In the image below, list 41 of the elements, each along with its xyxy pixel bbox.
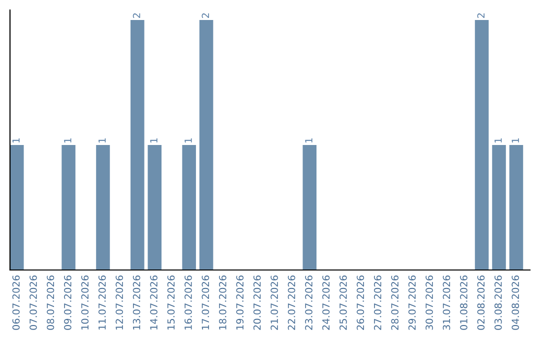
- x-tick-label: 11.07.2026: [98, 275, 106, 330]
- data-label: 1: [150, 138, 158, 143]
- x-tick-label: 20.07.2026: [253, 275, 261, 330]
- x-tick-label: 30.07.2026: [426, 275, 433, 330]
- x-tick-label: 26.07.2026: [356, 275, 364, 330]
- x-tick-label: 10.07.2026: [81, 275, 89, 330]
- data-label: 2: [132, 13, 140, 18]
- x-tick-label: 28.07.2026: [391, 275, 399, 330]
- data-label: 1: [64, 138, 72, 143]
- x-tick-label: 02.08.2026: [477, 275, 485, 330]
- x-tick-label: 06.07.2026: [12, 275, 20, 330]
- data-label: 1: [12, 138, 20, 143]
- x-tick-label: 13.07.2026: [132, 275, 140, 330]
- data-label: 2: [477, 13, 484, 18]
- x-tick-label: 16.07.2026: [184, 275, 192, 330]
- data-label: 2: [202, 13, 209, 18]
- x-tick-label: 14.07.2026: [150, 275, 158, 330]
- x-tick-label: 12.07.2026: [116, 275, 124, 330]
- x-tick-label: 25.07.2026: [340, 275, 347, 330]
- x-tick-label: 27.07.2026: [374, 275, 382, 330]
- x-tick-label: 08.07.2026: [46, 275, 54, 330]
- data-label: 1: [494, 138, 502, 143]
- x-tick-label: 23.07.2026: [305, 275, 312, 330]
- x-tick-label: 19.07.2026: [236, 275, 244, 330]
- x-tick-label: 03.08.2026: [494, 275, 502, 330]
- x-tick-label: 21.07.2026: [270, 275, 278, 330]
- x-tick-label: 15.07.2026: [167, 275, 175, 330]
- x-tick-label: 17.07.2026: [202, 275, 210, 330]
- x-tick-label: 22.07.2026: [288, 275, 296, 330]
- x-tick-label: 24.07.2026: [322, 275, 330, 330]
- data-label: 1: [184, 138, 192, 143]
- x-tick-label: 07.07.2026: [30, 275, 37, 330]
- data-label: 1: [98, 138, 106, 143]
- x-tick-label: 04.08.2026: [512, 275, 520, 330]
- data-label: 1: [512, 138, 519, 143]
- x-tick-label: 29.07.2026: [408, 275, 416, 330]
- x-tick-label: 31.07.2026: [442, 275, 450, 330]
- data-label: 1: [305, 138, 312, 143]
- x-tick-label: 18.07.2026: [218, 275, 226, 330]
- x-tick-label: 01.08.2026: [460, 275, 468, 330]
- x-tick-label: 09.07.2026: [64, 275, 72, 330]
